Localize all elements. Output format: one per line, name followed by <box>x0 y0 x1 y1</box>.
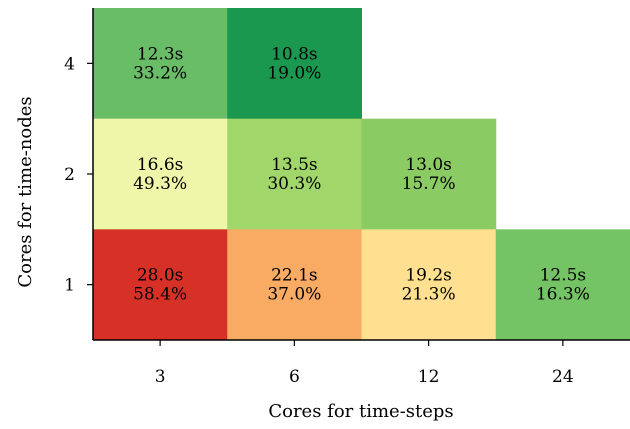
x-tick-label: 24 <box>552 367 574 387</box>
heatmap-cell-rect <box>93 229 228 341</box>
cell-percent-label: 37.0% <box>267 285 321 305</box>
x-tick-label: 3 <box>155 367 166 387</box>
cell-time-label: 22.1s <box>271 266 318 286</box>
x-axis-label: Cores for time-steps <box>268 401 453 422</box>
cell-percent-label: 21.3% <box>402 285 456 305</box>
heatmap-cell-rect <box>361 229 497 341</box>
x-tick-label: 12 <box>418 367 440 387</box>
cell-time-label: 12.5s <box>540 266 587 286</box>
heatmap-cell-rect <box>93 8 228 120</box>
cell-percent-label: 30.3% <box>267 174 321 194</box>
heatmap-cells: 12.3s33.2%10.8s19.0%16.6s49.3%13.5s30.3%… <box>93 8 630 341</box>
cell-percent-label: 16.3% <box>536 285 590 305</box>
cell-time-label: 16.6s <box>137 155 184 175</box>
heatmap-cell-rect <box>495 229 630 341</box>
x-ticks: 3 6 12 24 <box>155 340 574 387</box>
y-ticks: 1 2 4 <box>64 54 93 296</box>
cell-time-label: 12.3s <box>137 44 184 64</box>
cell-percent-label: 19.0% <box>267 63 321 83</box>
cell-time-label: 10.8s <box>271 44 318 64</box>
cell-time-label: 28.0s <box>137 266 184 286</box>
cell-time-label: 13.0s <box>405 155 452 175</box>
cell-time-label: 19.2s <box>405 266 452 286</box>
cell-percent-label: 49.3% <box>133 174 187 194</box>
heatmap-cell-rect <box>361 118 497 230</box>
y-tick-label: 1 <box>64 276 75 296</box>
cell-percent-label: 58.4% <box>133 285 187 305</box>
heatmap-cell-rect <box>93 118 228 230</box>
y-axis-label: Cores for time-nodes <box>15 96 36 287</box>
heatmap-cell-rect <box>227 118 362 230</box>
cell-time-label: 13.5s <box>271 155 318 175</box>
cell-percent-label: 15.7% <box>402 174 456 194</box>
y-tick-label: 4 <box>64 54 75 74</box>
heatmap-cell-rect <box>227 229 362 341</box>
heatmap-cell-rect <box>227 8 362 120</box>
x-tick-label: 6 <box>289 367 300 387</box>
y-tick-label: 2 <box>64 165 75 185</box>
cell-percent-label: 33.2% <box>133 63 187 83</box>
